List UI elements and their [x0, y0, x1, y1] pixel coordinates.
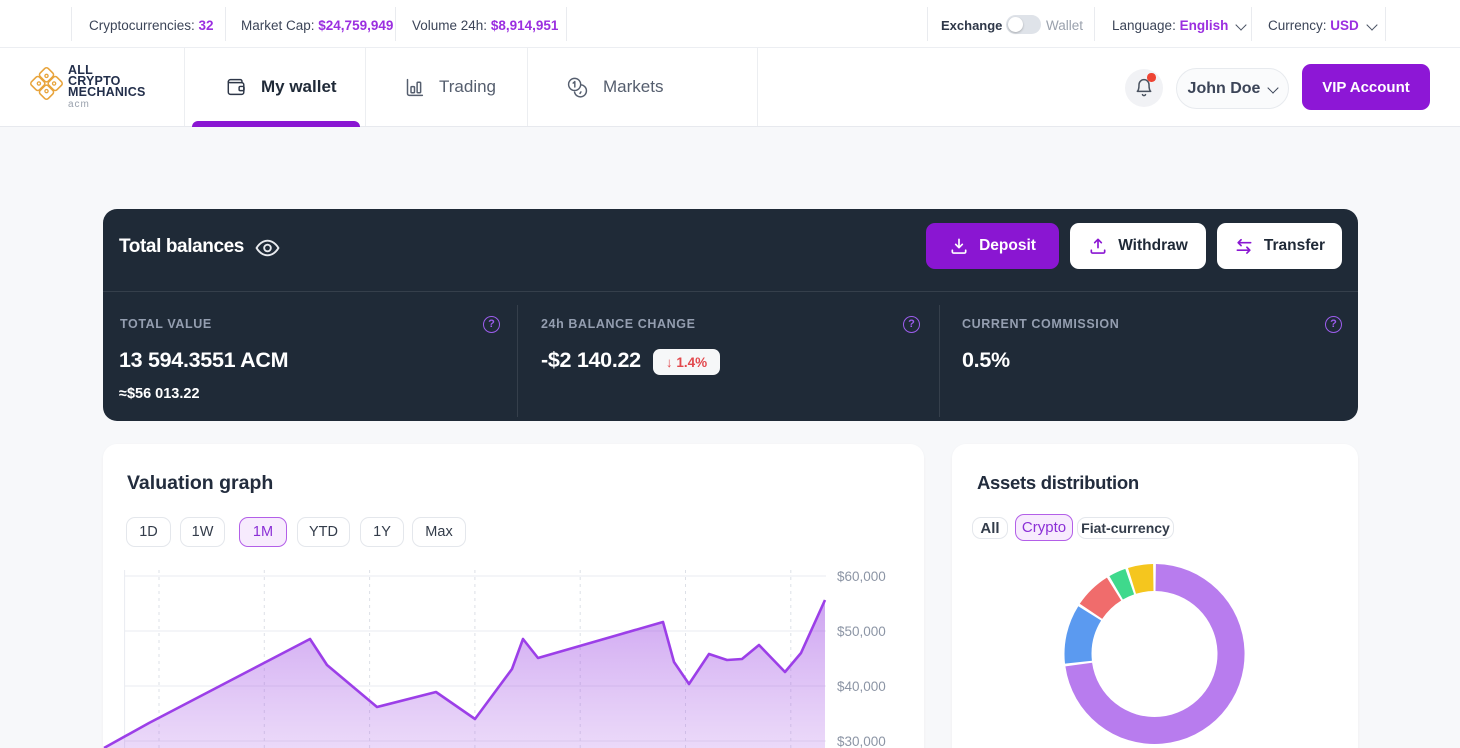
svg-text:$60,000: $60,000: [837, 569, 886, 584]
svg-text:$40,000: $40,000: [837, 679, 886, 694]
svg-text:$50,000: $50,000: [837, 624, 886, 639]
svg-text:$30,000: $30,000: [837, 734, 886, 748]
